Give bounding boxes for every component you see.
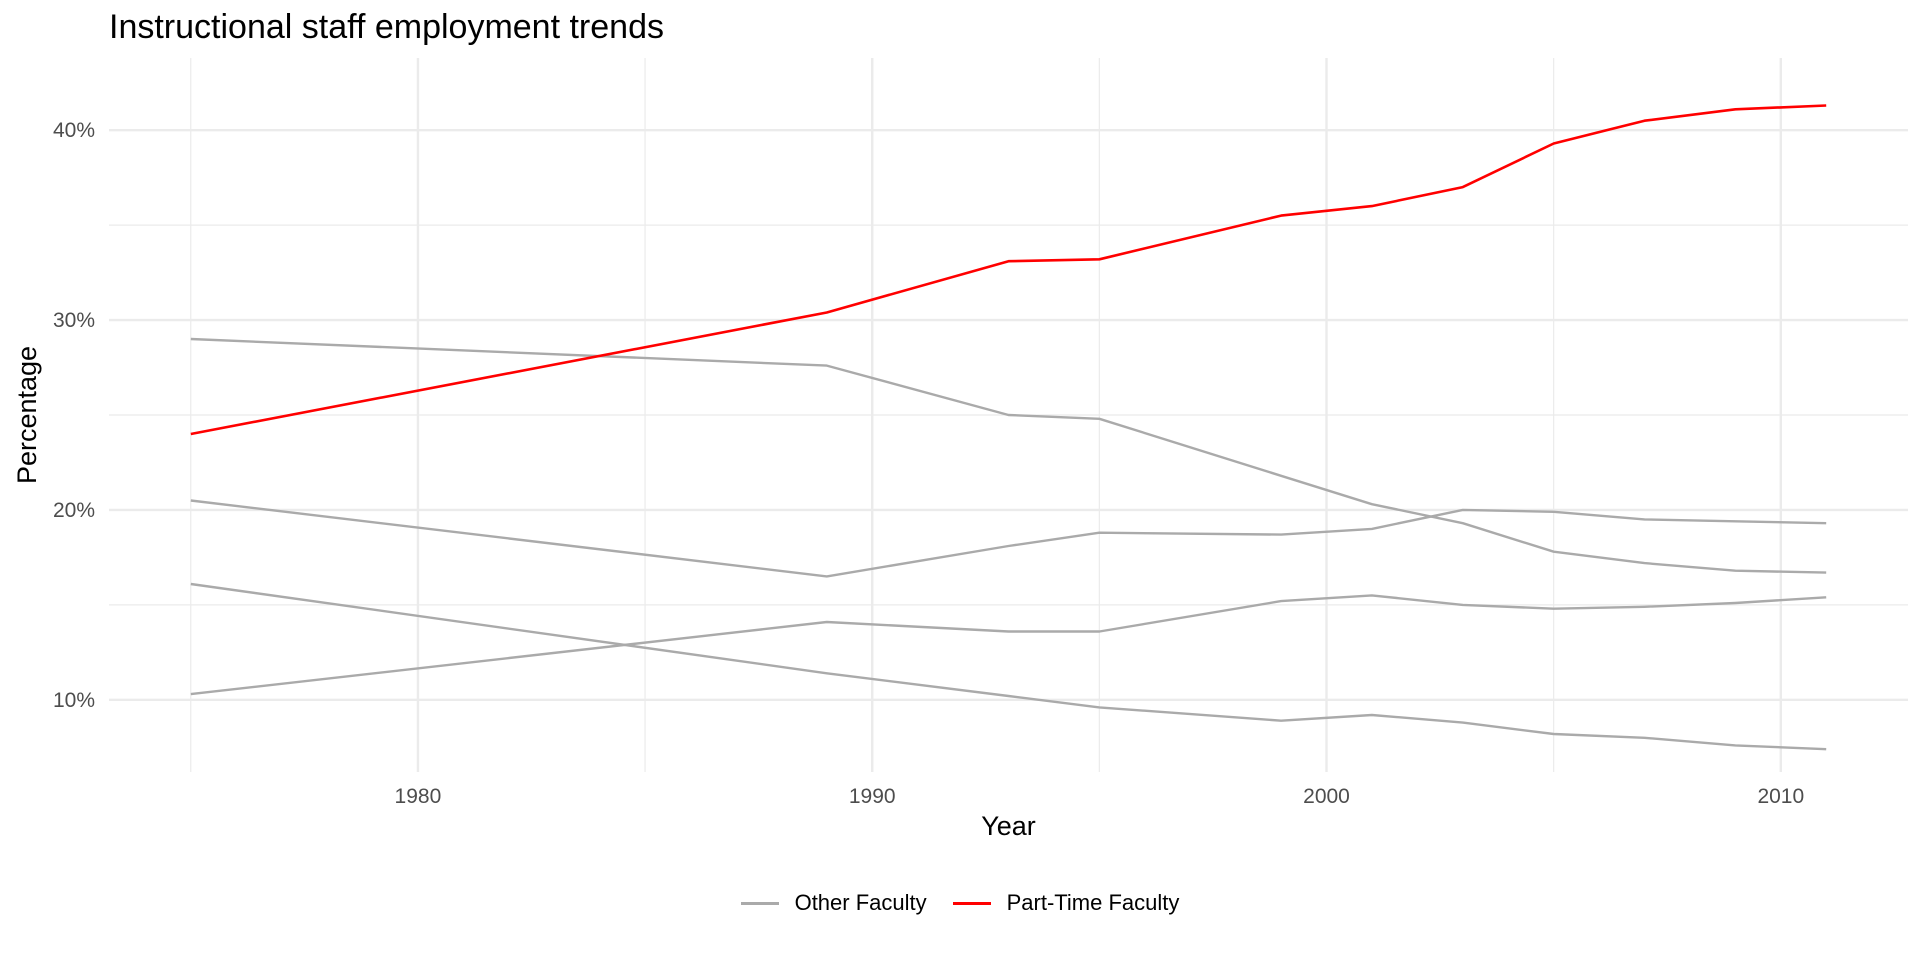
legend-swatch-other-faculty [740,901,779,905]
series-line-other-faculty-0 [190,337,1827,574]
y-axis-title: Percentage [12,346,42,484]
y-tick-label: 20% [53,499,95,522]
series-lines [190,104,1827,751]
legend-label-part-time-faculty: Part-Time Faculty [1006,890,1180,915]
series-line-other-faculty-3 [190,582,1827,751]
legend: Other Faculty Part-Time Faculty [0,890,1920,916]
y-tick-label: 30% [53,309,95,332]
series-line-part-time-faculty-4 [190,104,1827,436]
x-tick-labels: 1980 1990 2000 2010 [395,785,1805,808]
x-tick-label: 1980 [395,785,442,808]
y-tick-labels: 10% 20% 30% 40% [53,119,95,712]
x-tick-label: 2000 [1303,785,1350,808]
chart-title: Instructional staff employment trends [109,8,664,46]
x-axis-title: Year [981,811,1036,841]
series-line-other-faculty-1 [190,499,1827,578]
series-line-other-faculty-2 [190,594,1827,696]
y-tick-label: 10% [53,689,95,712]
x-tick-label: 2010 [1757,785,1804,808]
legend-swatch-part-time-faculty [952,901,991,905]
x-tick-label: 1990 [849,785,896,808]
grid-lines [109,58,1908,772]
legend-item-other-faculty: Other Faculty [740,890,927,916]
y-tick-label: 40% [53,119,95,142]
legend-label-other-faculty: Other Faculty [794,890,927,915]
legend-item-part-time-faculty: Part-Time Faculty [952,890,1180,916]
